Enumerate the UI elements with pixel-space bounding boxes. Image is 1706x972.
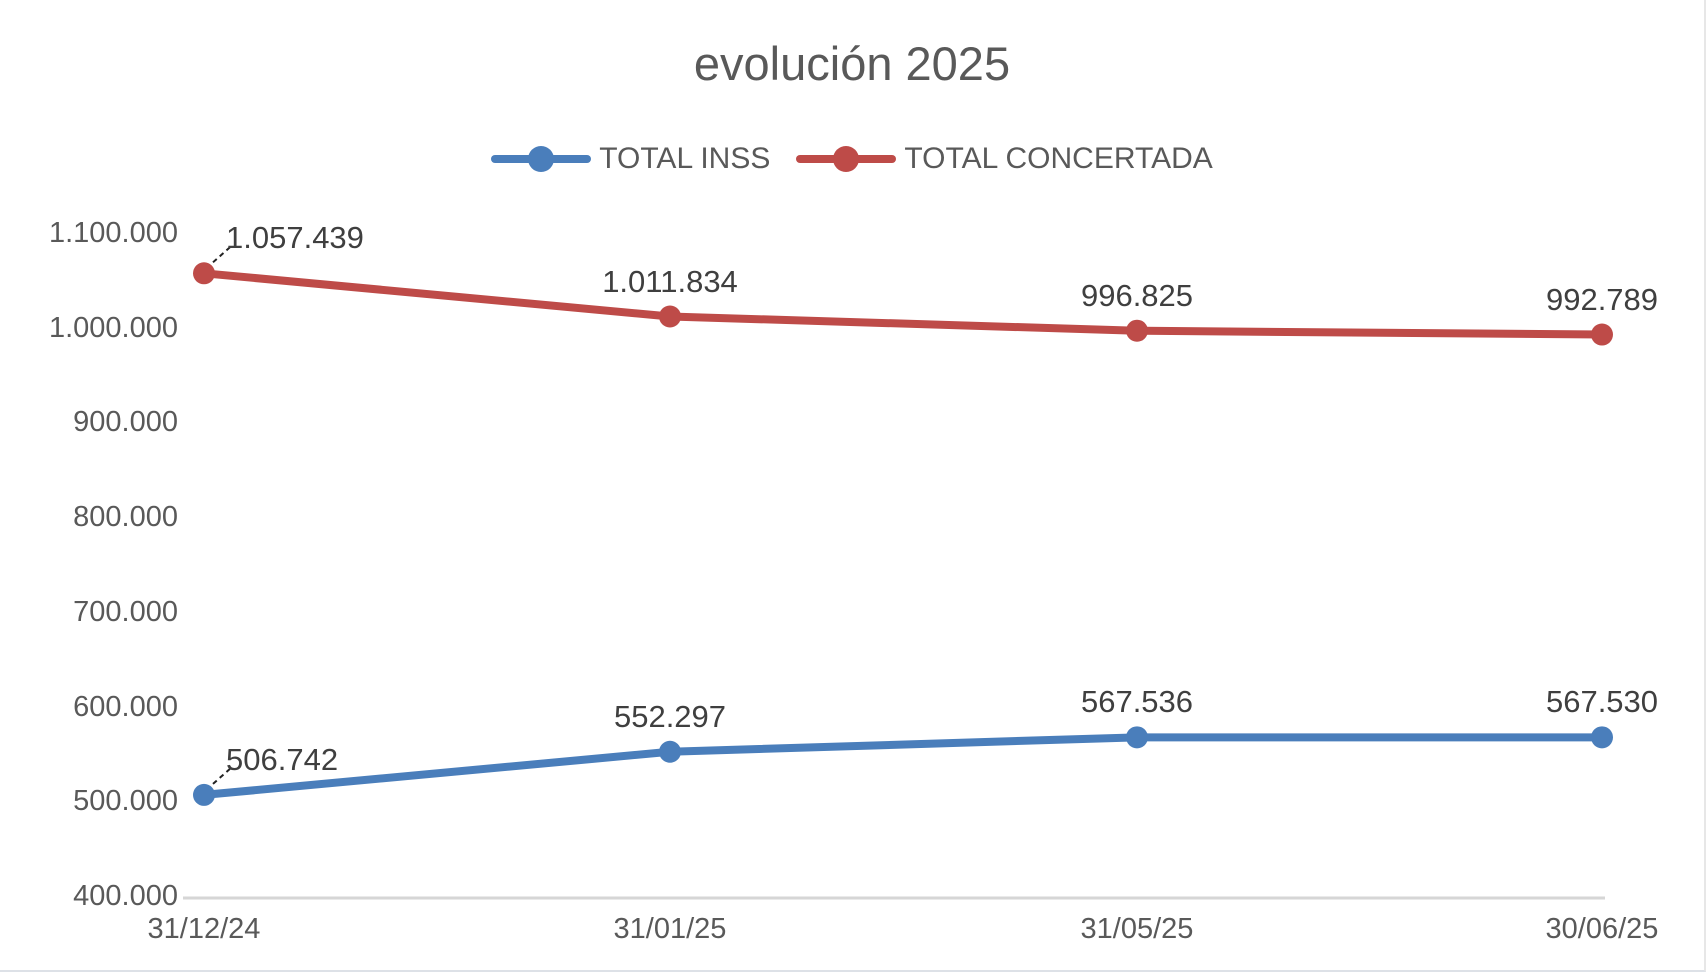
line-marker-icon [796,146,897,172]
data-point-label: 996.825 [1080,277,1194,313]
data-point-marker [659,740,681,763]
data-point-label: 1.011.834 [602,263,738,299]
data-point-marker [193,262,215,285]
series-line-total-concertada [200,269,1606,339]
chart-legend: TOTAL INSS TOTAL CONCERTADA [0,142,1704,176]
point-marker-icon [528,146,555,172]
data-point-label: 992.789 [1545,281,1659,317]
label-leader-line [212,245,232,264]
legend-item-total-concertada: TOTAL CONCERTADA [796,142,1213,176]
data-point-marker [1591,323,1613,346]
data-point-marker [1591,726,1613,749]
label-leader-line [212,767,232,785]
legend-label-total-inss: TOTAL INSS [599,142,771,175]
legend-item-total-inss: TOTAL INSS [491,142,770,176]
data-point-marker [659,305,681,328]
data-point-label: 567.530 [1545,684,1659,720]
data-point-label: 506.742 [226,741,339,777]
x-axis-tick-label: 31/12/24 [147,913,261,945]
series-line-total-inss [200,733,1606,799]
line-marker-icon [491,146,592,172]
x-axis-tick-label: 31/01/25 [613,913,727,945]
y-axis-tick-label: 500.000 [73,785,178,818]
y-axis-tick-label: 900.000 [73,406,178,439]
y-axis-tick-label: 400.000 [73,880,178,912]
y-axis-tick-label: 800.000 [73,501,178,534]
data-point-label: 1.057.439 [226,220,364,256]
legend-label-total-concertada: TOTAL CONCERTADA [904,142,1213,175]
point-marker-icon [833,146,860,172]
y-axis-tick-label: 700.000 [73,595,178,628]
y-axis-tick-label: 1.100.000 [48,217,178,249]
x-axis-tick-label: 30/06/25 [1545,913,1659,945]
data-point-marker [1126,726,1148,749]
y-axis-tick-label: 1.000.000 [48,311,178,344]
data-point-marker [1126,319,1148,342]
x-axis-tick-label: 31/05/25 [1080,913,1194,945]
data-point-label: 552.297 [613,698,727,734]
y-axis-tick-label: 600.000 [73,690,178,723]
data-point-marker [193,783,215,806]
data-point-label: 567.536 [1080,684,1194,720]
chart-title: evolución 2025 [693,37,1011,90]
